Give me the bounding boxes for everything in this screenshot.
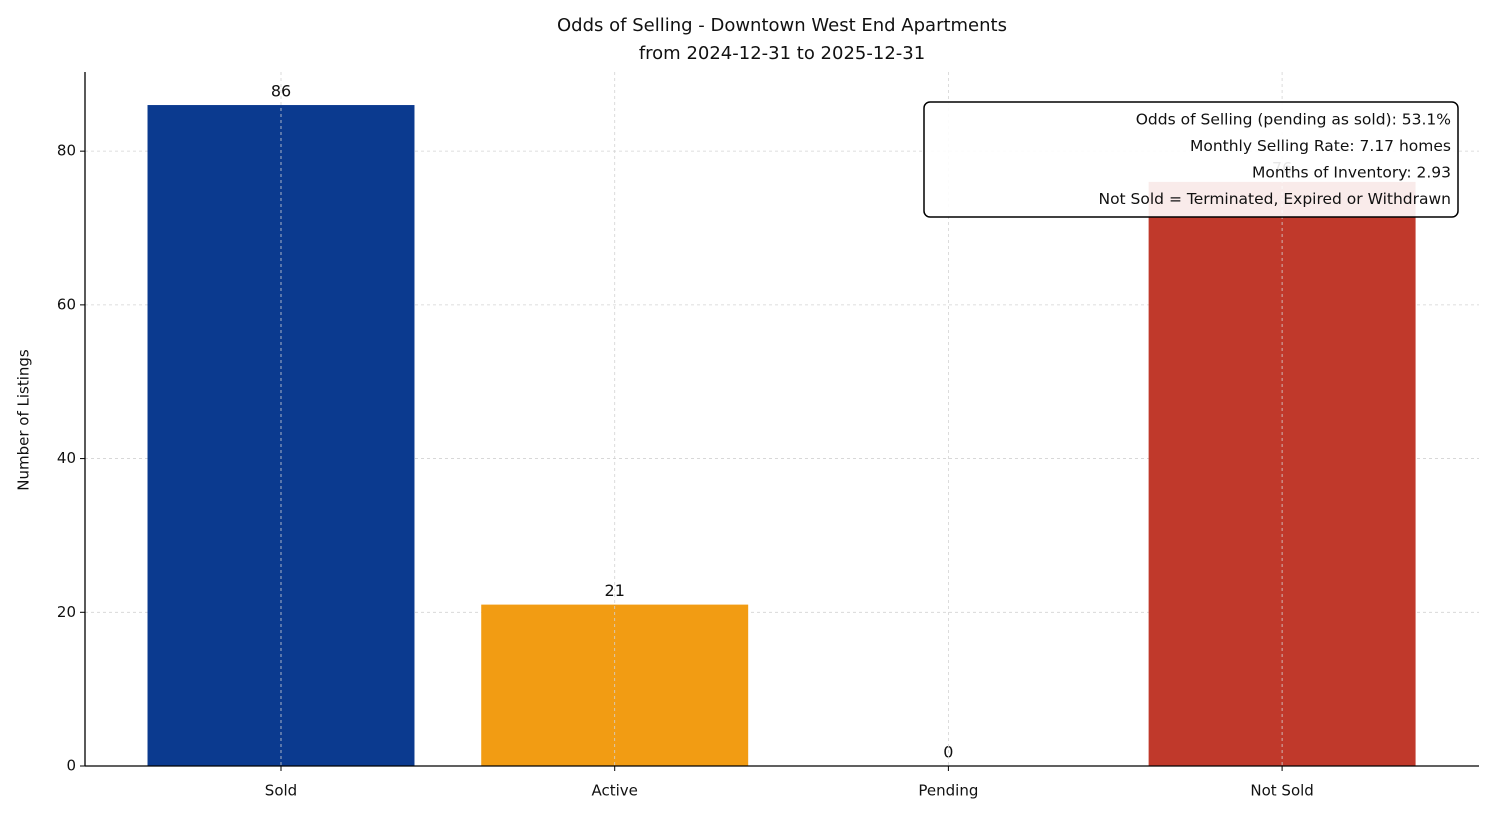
y-tick-label: 20	[57, 603, 76, 621]
chart-subtitle: from 2024-12-31 to 2025-12-31	[639, 43, 925, 64]
y-tick-label: 0	[66, 757, 76, 775]
x-tick-label: Active	[591, 782, 637, 800]
annotation-text: Odds of Selling (pending as sold): 53.1%	[1136, 111, 1451, 129]
y-tick-label: 40	[57, 449, 76, 467]
chart-title: Odds of Selling - Downtown West End Apar…	[557, 15, 1007, 36]
y-axis-label: Number of Listings	[15, 349, 33, 491]
annotation-box	[923, 101, 1459, 218]
y-tick-label: 80	[57, 142, 76, 160]
y-tick-label: 60	[57, 295, 76, 313]
x-tick-label: Pending	[918, 782, 978, 800]
annotation-text: Monthly Selling Rate: 7.17 homes	[1190, 137, 1451, 155]
annotation-text: Months of Inventory: 2.93	[1252, 164, 1451, 182]
annotation-text: Not Sold = Terminated, Expired or Withdr…	[1098, 190, 1451, 208]
x-tick-label: Not Sold	[1250, 782, 1313, 800]
x-tick-label: Sold	[265, 782, 297, 800]
